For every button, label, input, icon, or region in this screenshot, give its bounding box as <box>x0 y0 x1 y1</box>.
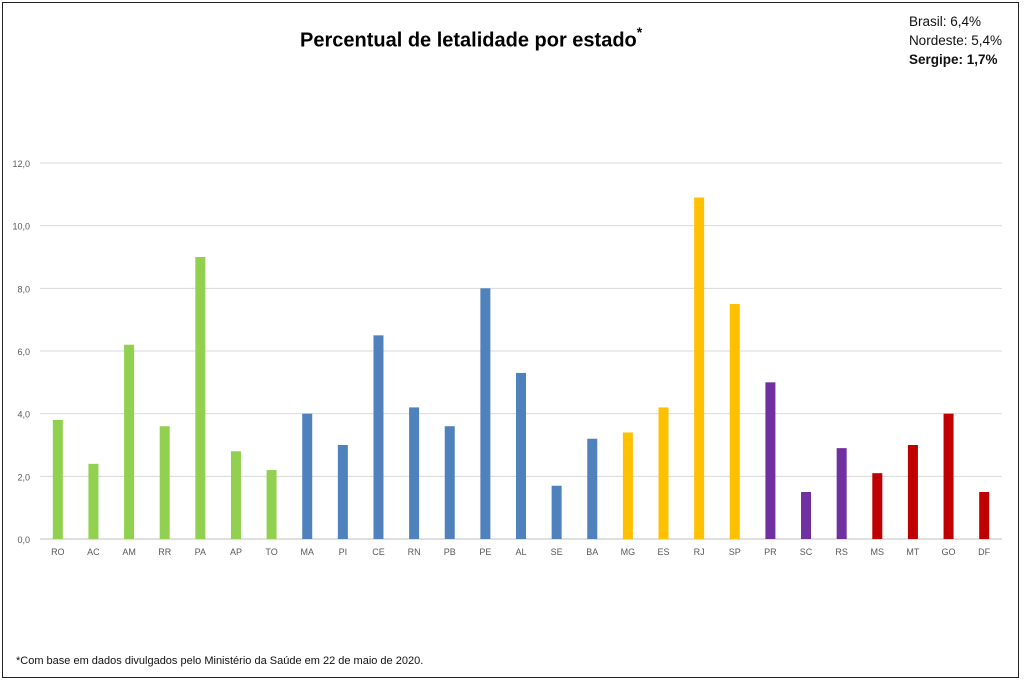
bar-pi <box>337 445 348 539</box>
bar-sc <box>801 492 812 539</box>
x-tick-label: MG <box>621 547 636 557</box>
bar-df <box>979 492 990 539</box>
x-tick-label: AL <box>515 547 526 557</box>
chart-title: Percentual de letalidade por estado* <box>300 24 643 53</box>
y-tick-label: 4,0 <box>17 410 30 420</box>
x-tick-label: SE <box>551 547 563 557</box>
bar-am <box>124 344 135 539</box>
x-tick-label: CE <box>372 547 385 557</box>
bar-sp <box>729 304 740 539</box>
x-tick-label: RR <box>158 547 171 557</box>
x-tick-label: AM <box>122 547 136 557</box>
bar-pe <box>480 288 491 539</box>
bar-ce <box>373 335 384 539</box>
bar-mg <box>622 432 633 539</box>
x-tick-label: RJ <box>694 547 705 557</box>
x-tick-label: PE <box>479 547 491 557</box>
x-tick-label: DF <box>978 547 990 557</box>
bar-ap <box>230 451 241 539</box>
bar-ms <box>872 473 883 539</box>
y-tick-label: 0,0 <box>17 535 30 545</box>
bar-rn <box>409 407 420 539</box>
bar-to <box>266 470 277 539</box>
bar-ba <box>587 438 598 539</box>
bar-mt <box>907 445 918 539</box>
title-footnote-mark: * <box>636 24 643 40</box>
y-tick-label: 2,0 <box>17 472 30 482</box>
x-tick-label: BA <box>586 547 598 557</box>
stat-nordeste: Nordeste: 5,4% <box>908 33 1002 48</box>
x-tick-label: PB <box>444 547 456 557</box>
bar-se <box>551 485 562 539</box>
x-tick-label: RO <box>51 547 65 557</box>
stats-box: Brasil: 6,4% Nordeste: 5,4% Sergipe: 1,7… <box>909 12 1002 69</box>
x-tick-label: SP <box>729 547 741 557</box>
bar-ro <box>52 419 63 539</box>
bar-go <box>943 413 954 539</box>
x-tick-label: MS <box>871 547 885 557</box>
bar-ac <box>88 463 99 539</box>
chart-title-text: Percentual de letalidade por estado <box>300 29 637 52</box>
bar-pr <box>765 382 776 539</box>
x-tick-label: AP <box>230 547 242 557</box>
x-tick-label: MA <box>300 547 314 557</box>
stat-brasil: Brasil: 6,4% <box>908 14 981 29</box>
bar-al <box>516 372 526 539</box>
y-tick-label: 8,0 <box>17 284 30 294</box>
x-tick-label: MT <box>906 547 919 557</box>
bar-rs <box>836 448 847 539</box>
footnote: *Com base em dados divulgados pelo Minis… <box>16 655 424 667</box>
x-tick-label: RN <box>408 547 421 557</box>
bar-pa <box>195 257 206 539</box>
y-tick-label: 12,0 <box>12 159 30 169</box>
bar-pb <box>444 426 455 539</box>
x-tick-label: SC <box>800 547 813 557</box>
bar-es <box>658 407 669 539</box>
x-tick-label: AC <box>87 547 100 557</box>
x-tick-label: PR <box>764 547 777 557</box>
x-tick-label: TO <box>265 547 277 557</box>
x-tick-label: PI <box>339 547 348 557</box>
stat-sergipe: Sergipe: 1,7% <box>908 52 998 67</box>
bar-ma <box>302 413 313 539</box>
bar-rj <box>694 197 705 539</box>
x-tick-label: ES <box>658 547 670 557</box>
x-tick-label: GO <box>942 547 956 557</box>
bar-rr <box>159 426 170 539</box>
y-tick-label: 6,0 <box>17 347 30 357</box>
x-tick-label: PA <box>195 547 206 557</box>
y-tick-label: 10,0 <box>12 222 30 232</box>
x-tick-label: RS <box>835 547 848 557</box>
